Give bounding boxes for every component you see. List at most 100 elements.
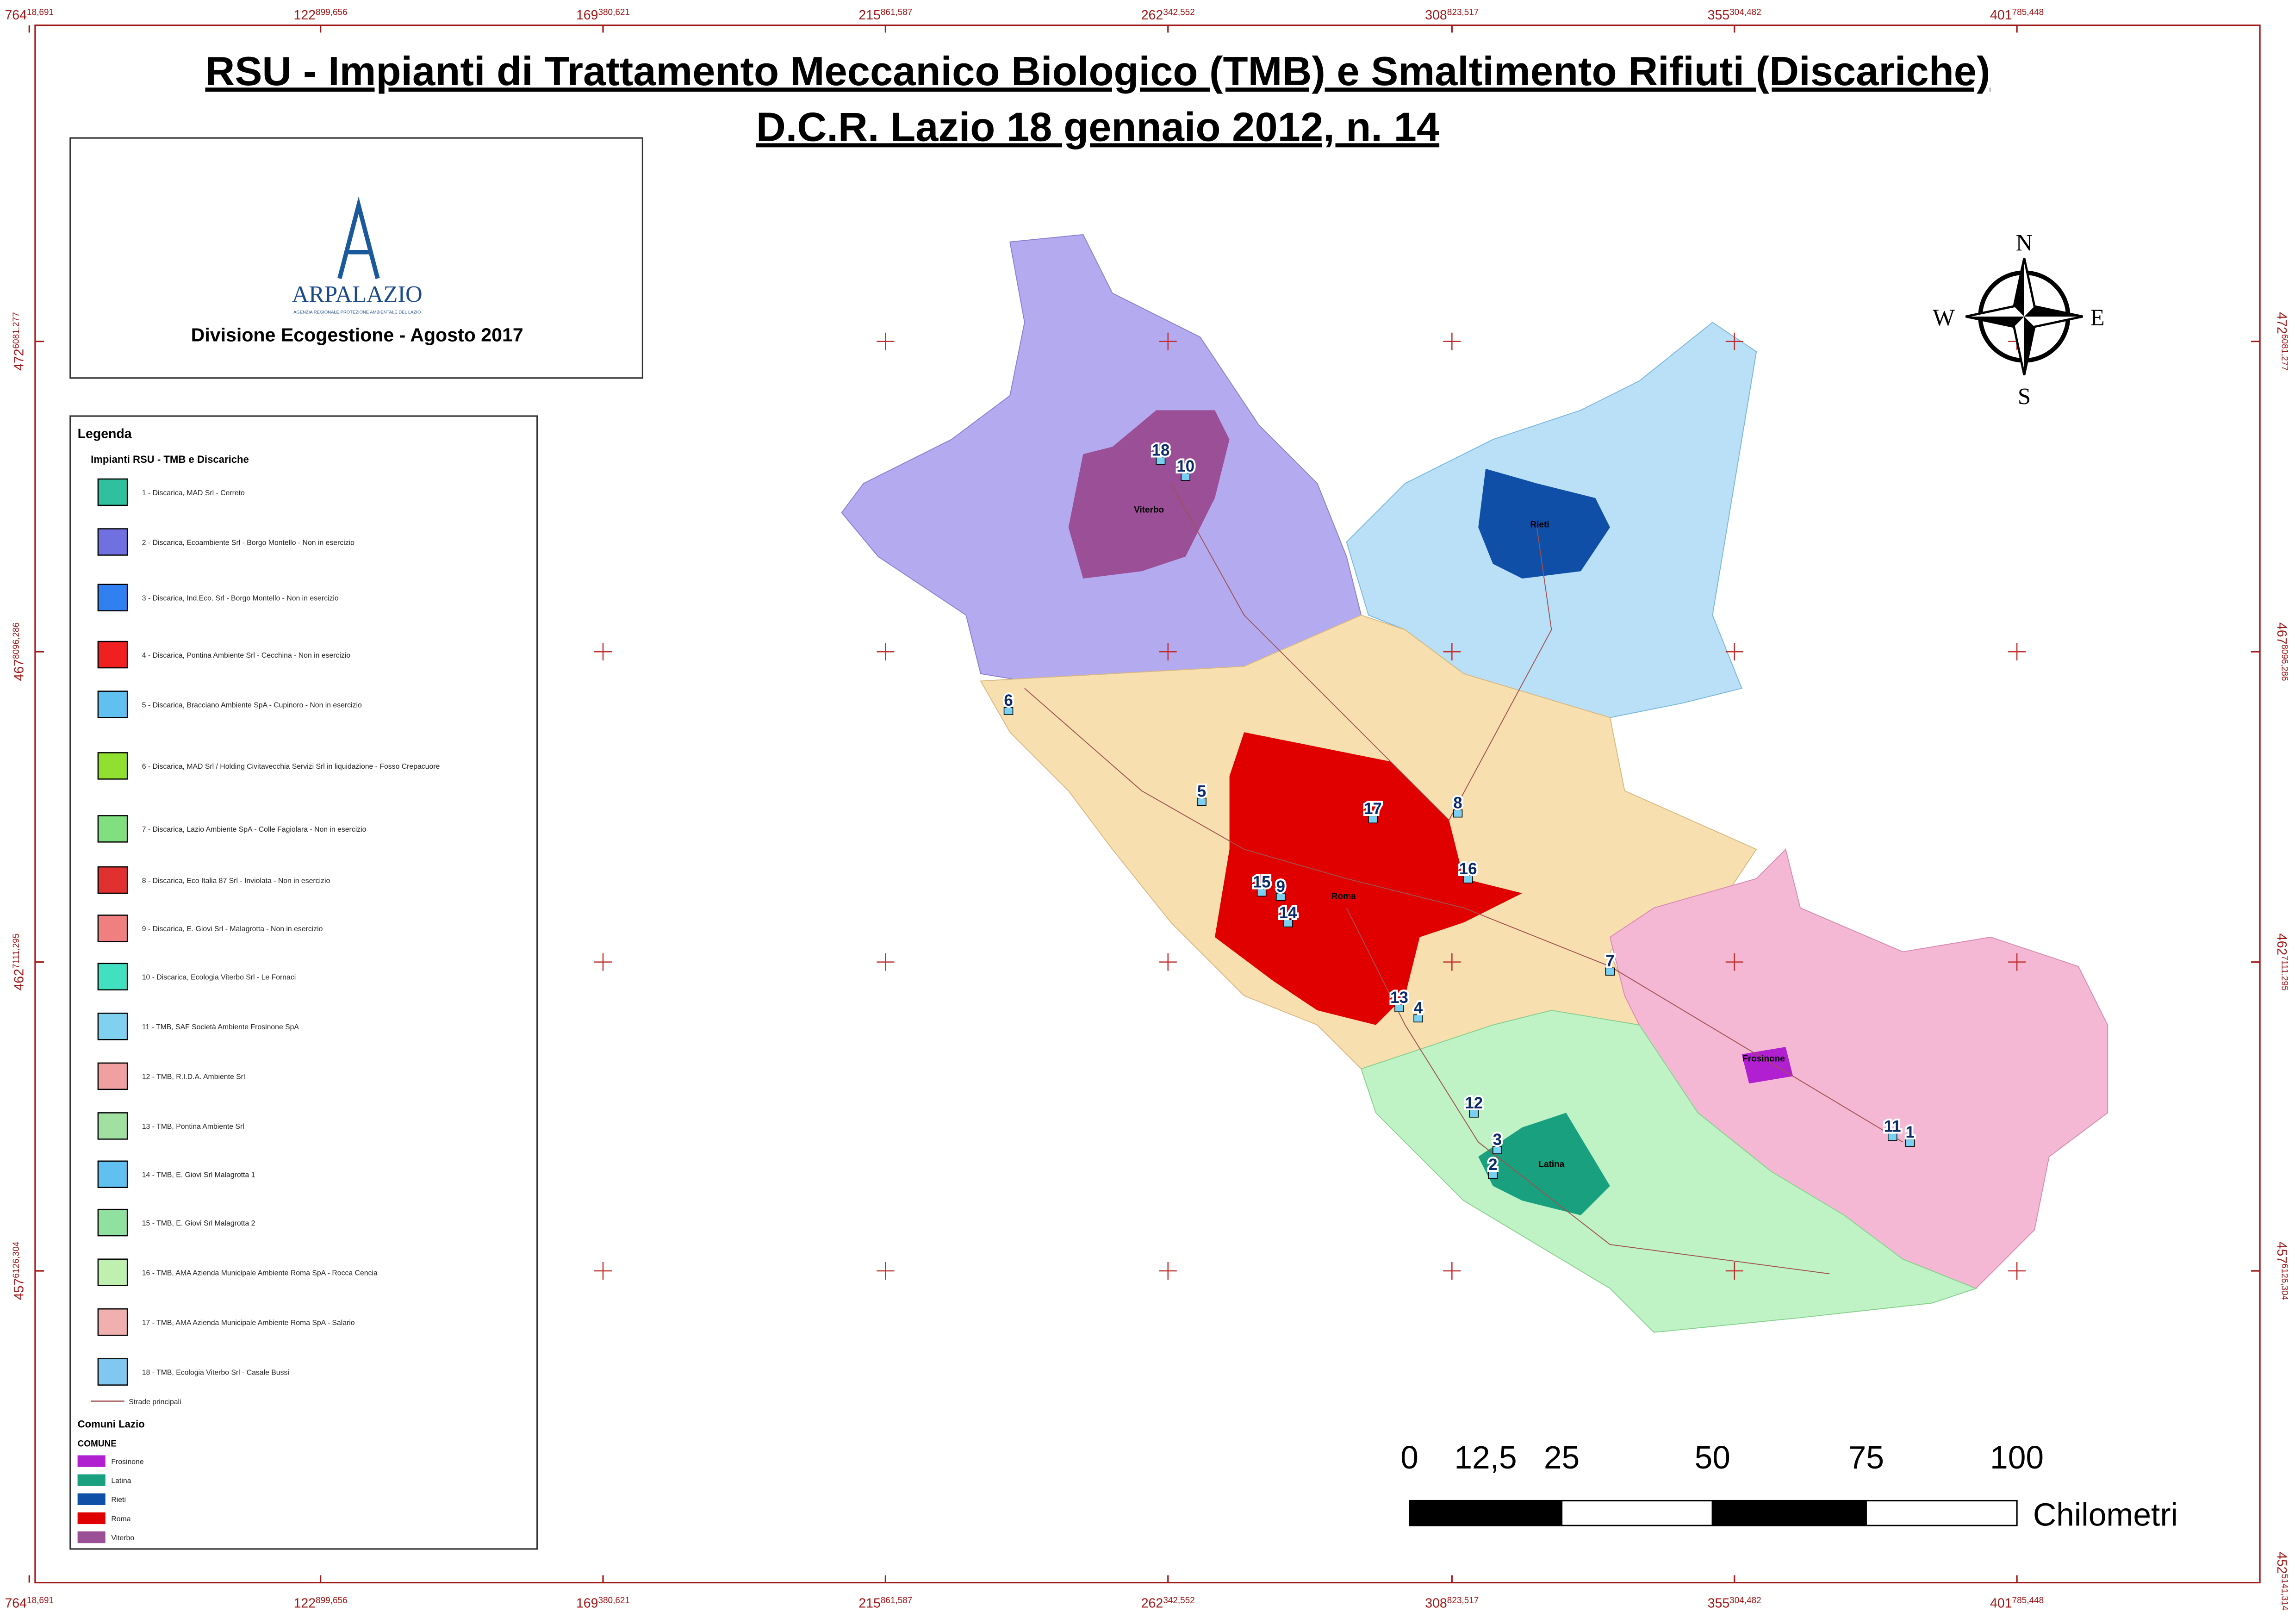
grid-cross [1725,643,1743,661]
coord-sup: 6126,304 [2280,1263,2289,1300]
coordinate-labels: 76418,69176418,691122899,656122899,65616… [5,7,2289,1611]
city-label: Roma [1331,892,1356,902]
legend-label: 1 - Discarica, MAD Srl - Cerreto [142,489,245,497]
road [1024,688,1903,1143]
legend-icon [97,584,128,611]
site-label: 1 [1906,1124,1915,1141]
coord-sup: 6081,277 [12,312,21,348]
grid-crosses [594,332,2026,1280]
compass: N S E W [1933,230,2104,410]
road [1346,908,1830,1275]
legend-label: 3 - Discarica, Ind.Eco. Srl - Borgo Mont… [142,595,339,603]
coordinate-label: 4576126,304 [12,1242,26,1300]
comune-swatch [77,1493,106,1506]
coord-main: 215 [858,1596,880,1611]
coord-main: 457 [2274,1242,2289,1263]
comune-rieti [1478,468,1610,579]
legend-label: 7 - Discarica, Lazio Ambiente SpA - Coll… [142,826,367,834]
site-label: 8 [1453,795,1462,812]
scale-label: 25 [1544,1439,1580,1475]
legend-label: 5 - Discarica, Bracciano Ambiente SpA - … [142,701,362,709]
legend-label: 2 - Discarica, Ecoambiente Srl - Borgo M… [142,539,355,547]
legend-label: 9 - Discarica, E. Giovi Srl - Malagrotta… [142,925,323,933]
coordinate-label: 76418,691 [5,7,54,22]
coordinate-label: 262342,552 [1141,7,1195,22]
legend-label: Viterbo [111,1534,134,1542]
compass-s: S [2018,384,2031,410]
legend-label: Rieti [111,1496,126,1504]
grid-cross [2008,1262,2026,1280]
road [1170,483,1552,821]
coord-main: 764 [5,1596,26,1611]
legend-label: 15 - TMB, E. Giovi Srl Malagrotta 2 [142,1220,255,1227]
grid-cross [1725,332,1743,350]
site-icon [1463,875,1473,884]
scale-bar: Chilometri 0 12,5 25 50 75 100 [1400,1439,2178,1532]
site-icon [1394,1004,1404,1012]
site-label: 11 [1884,1118,1901,1136]
site-label: 10 [1176,458,1194,475]
legend-label: 16 - TMB, AMA Azienda Municipale Ambient… [142,1269,378,1277]
compass-shade [2014,258,2024,317]
compass-shade [2024,316,2035,375]
comune-swatch [77,1531,106,1543]
site-label: 18 [1152,442,1170,459]
site-icon [1197,797,1207,806]
coordinate-label: 215861,587 [858,7,912,22]
coordinate-label: 4678096,286 [12,622,26,681]
legend-icon [97,963,128,991]
scale-segment [1865,1500,2018,1526]
coordinate-label: 169380,621 [576,1596,630,1611]
coord-sup: 823,517 [1447,1596,1479,1605]
coordinate-label: 169380,621 [576,7,630,22]
legend-label: Latina [111,1477,131,1485]
coord-main: 401 [1990,1596,2012,1611]
scale-segment [1409,1500,1563,1526]
coord-sup: 7111,295 [2280,955,2289,990]
legend-icon [97,1208,128,1237]
site-icon [1368,815,1378,824]
city-label: Frosinone [1742,1054,1785,1064]
legend-label: 6 - Discarica, MAD Srl / Holding Civitav… [142,763,440,771]
coordinate-label: 401785,448 [1990,7,2044,22]
scale-unit: Chilometri [2033,1496,2178,1532]
coordinate-label: 4525141,314 [2274,1552,2289,1611]
legend-icon [97,478,128,506]
site-icon [1605,967,1615,976]
coordinate-label: 122899,656 [294,1596,348,1611]
scale-label: 50 [1695,1439,1730,1475]
site-icon [1181,473,1191,481]
coordinate-label: 4627111,295 [12,933,26,991]
site-icon [1469,1109,1479,1118]
grid-cross [877,953,895,971]
coord-main: 308 [1425,1596,1447,1611]
title: RSU - Impianti di Trattamento Meccanico … [205,48,1990,94]
legend-icon [97,815,128,843]
coord-sup: 5141,314 [2280,1574,2289,1611]
coord-sup: 304,482 [1729,1596,1761,1605]
site-label: 12 [1465,1095,1483,1112]
city-label: Latina [1538,1159,1564,1169]
coord-main: 308 [1425,8,1447,23]
coord-sup: 899,656 [316,1596,348,1605]
site-label: 15 [1253,873,1271,891]
coord-sup: 8096,286 [12,622,21,659]
site-icon [1488,1171,1498,1179]
legend-label: 12 - TMB, R.I.D.A. Ambiente Srl [142,1073,245,1081]
comune-swatch [77,1512,106,1524]
coordinate-label: 355304,482 [1708,1596,1761,1611]
coord-main: 467 [2274,622,2289,644]
coord-main: 462 [12,969,27,990]
grid-cross [594,953,612,971]
site-icon [1905,1139,1915,1147]
compass-w: W [1933,305,1955,330]
coord-main: 262 [1141,8,1163,23]
coord-main: 452 [2274,1552,2289,1574]
legend-icon [97,1308,128,1336]
coord-sup: 342,552 [1163,1596,1195,1605]
compass-n: N [2016,230,2033,256]
legend-label: Strade principali [129,1398,181,1406]
coord-sup: 823,517 [1447,7,1479,17]
coord-main: 169 [576,8,598,23]
